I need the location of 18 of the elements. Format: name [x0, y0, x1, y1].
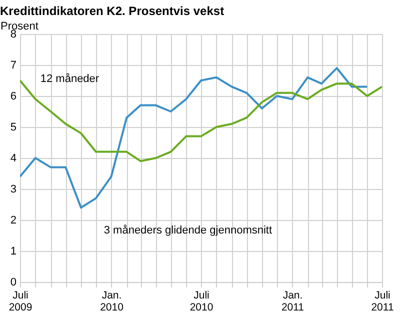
y-tick-label: 4 — [10, 152, 16, 164]
y-tick-label: 8 — [10, 28, 16, 40]
line-series — [20, 67, 368, 209]
chart-title: Kredittindikatoren K2. Prosentvis vekst — [0, 4, 224, 18]
x-tick-label: Juli 2009 — [8, 290, 32, 314]
y-tick-label: 6 — [10, 90, 16, 102]
y-tick-label: 1 — [10, 246, 16, 258]
y-tick-label: 7 — [10, 60, 16, 72]
x-tick-label: Juli 2010 — [190, 290, 214, 314]
y-tick-label: 3 — [10, 184, 16, 196]
y-tick-label: 2 — [10, 214, 16, 226]
x-tick-label: Juli 2011 — [371, 290, 394, 314]
y-tick-label: 0 — [10, 276, 16, 288]
y-tick-label: 5 — [10, 122, 16, 134]
text: 3 måneders glidende gjennomsnitt — [104, 224, 272, 236]
series-label: 12 måneder — [40, 73, 100, 86]
x-tick-label: Jan. 2011 — [281, 290, 304, 314]
x-tick-label: Jan. 2010 — [100, 290, 124, 314]
